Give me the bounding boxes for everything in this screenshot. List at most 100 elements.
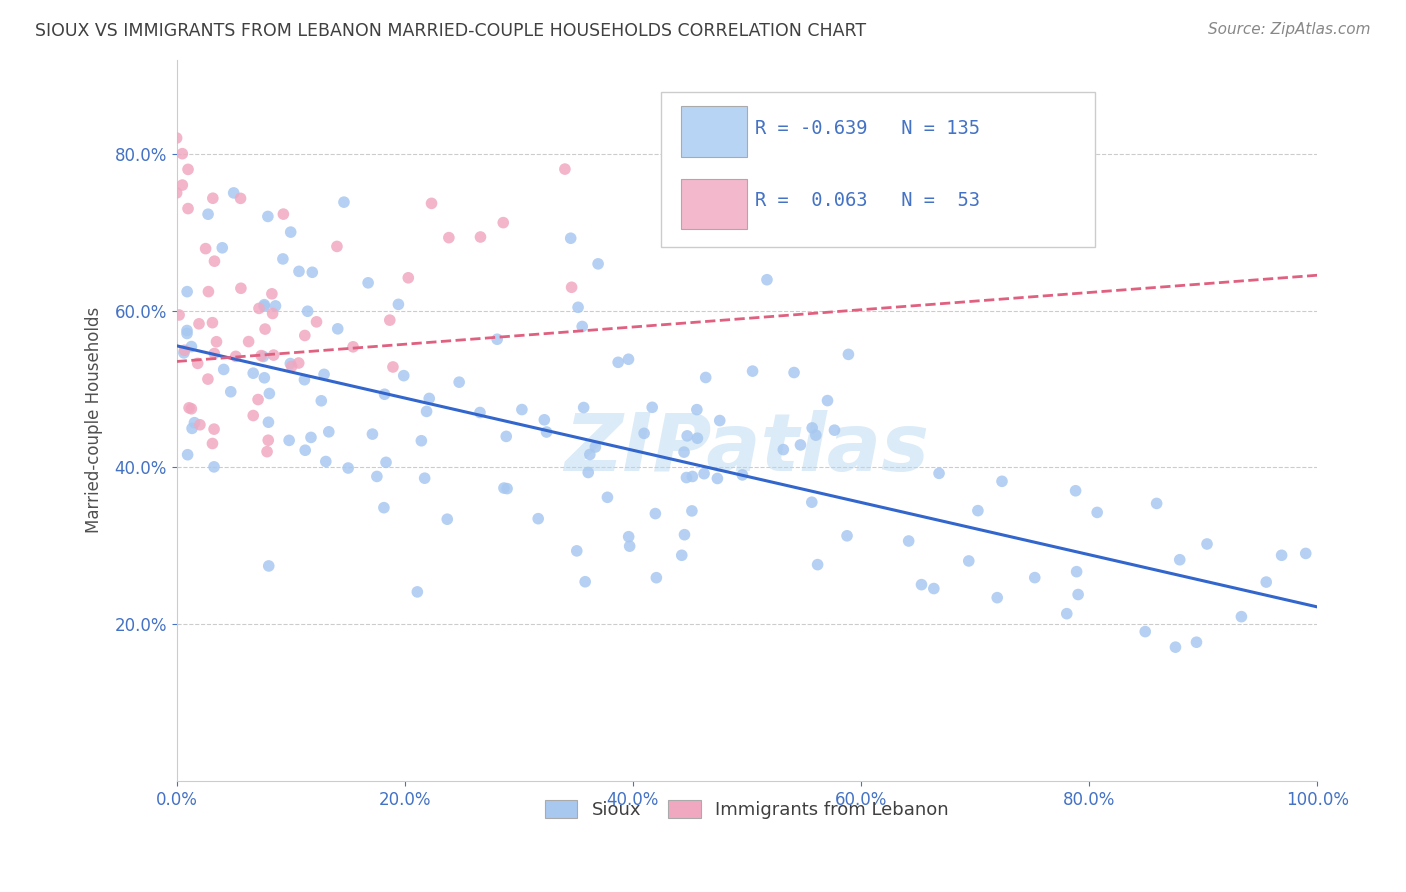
- Point: [280, 359, 302, 374]
- Point: [387, 297, 409, 311]
- Point: [706, 471, 728, 485]
- Point: [583, 440, 606, 454]
- Point: [731, 467, 754, 482]
- Point: [533, 413, 555, 427]
- Point: [617, 352, 640, 367]
- Point: [222, 186, 245, 200]
- Point: [257, 210, 280, 224]
- Point: [257, 558, 280, 573]
- Point: [686, 402, 709, 417]
- Point: [212, 362, 235, 376]
- Point: [326, 322, 349, 336]
- Point: [406, 585, 429, 599]
- Point: [671, 549, 693, 563]
- Point: [173, 343, 195, 358]
- Point: [188, 417, 211, 432]
- Point: [337, 461, 360, 475]
- Point: [1195, 537, 1218, 551]
- Point: [1024, 571, 1046, 585]
- Point: [381, 359, 404, 374]
- Point: [641, 401, 664, 415]
- Point: [576, 466, 599, 480]
- Point: [201, 316, 224, 330]
- Point: [554, 162, 576, 177]
- Point: [254, 322, 277, 336]
- Point: [897, 534, 920, 549]
- Point: [468, 405, 491, 419]
- Point: [1085, 505, 1108, 519]
- Point: [755, 273, 778, 287]
- Point: [366, 469, 388, 483]
- Point: [187, 356, 209, 370]
- Point: [1135, 624, 1157, 639]
- Point: [260, 286, 283, 301]
- Point: [686, 431, 709, 445]
- Point: [176, 324, 198, 338]
- Point: [617, 530, 640, 544]
- Point: [167, 308, 190, 322]
- Point: [333, 195, 356, 210]
- Point: [910, 577, 932, 591]
- Point: [238, 334, 260, 349]
- Point: [837, 347, 859, 361]
- Point: [278, 357, 301, 371]
- Point: [342, 340, 364, 354]
- Point: [378, 313, 401, 327]
- Point: [247, 392, 270, 407]
- Point: [804, 428, 827, 442]
- Point: [817, 393, 839, 408]
- Point: [288, 264, 311, 278]
- Point: [437, 230, 460, 244]
- Point: [229, 281, 252, 295]
- Point: [801, 421, 824, 435]
- Point: [374, 387, 396, 401]
- Point: [807, 558, 830, 572]
- Point: [253, 298, 276, 312]
- Point: [560, 231, 582, 245]
- Point: [675, 470, 697, 484]
- Point: [492, 216, 515, 230]
- Point: [177, 162, 200, 177]
- Point: [1164, 640, 1187, 655]
- Point: [257, 415, 280, 429]
- Point: [173, 346, 195, 360]
- Point: [596, 491, 619, 505]
- Point: [294, 328, 316, 343]
- Point: [510, 402, 533, 417]
- Point: [783, 366, 806, 380]
- Point: [986, 591, 1008, 605]
- Point: [681, 469, 703, 483]
- Point: [259, 386, 281, 401]
- Point: [166, 131, 188, 145]
- Text: R =  0.063   N =  53: R = 0.063 N = 53: [755, 191, 980, 210]
- Point: [644, 507, 666, 521]
- Point: [194, 242, 217, 256]
- Point: [172, 146, 194, 161]
- Point: [181, 421, 204, 435]
- Point: [1230, 609, 1253, 624]
- Point: [253, 371, 276, 385]
- Point: [561, 280, 583, 294]
- Point: [695, 370, 717, 384]
- Point: [607, 355, 630, 369]
- Point: [318, 425, 340, 439]
- Point: [1066, 565, 1088, 579]
- Point: [280, 225, 302, 239]
- Point: [177, 401, 200, 415]
- Point: [294, 373, 316, 387]
- Point: [645, 571, 668, 585]
- Point: [205, 334, 228, 349]
- FancyBboxPatch shape: [681, 106, 747, 157]
- Point: [633, 426, 655, 441]
- Legend: Sioux, Immigrants from Lebanon: Sioux, Immigrants from Lebanon: [537, 792, 956, 826]
- Point: [166, 186, 188, 200]
- Point: [176, 448, 198, 462]
- Point: [202, 346, 225, 360]
- Point: [928, 467, 950, 481]
- Point: [527, 511, 550, 525]
- Point: [242, 366, 264, 380]
- Point: [180, 340, 202, 354]
- Point: [1168, 553, 1191, 567]
- Point: [299, 430, 322, 444]
- Point: [1064, 483, 1087, 498]
